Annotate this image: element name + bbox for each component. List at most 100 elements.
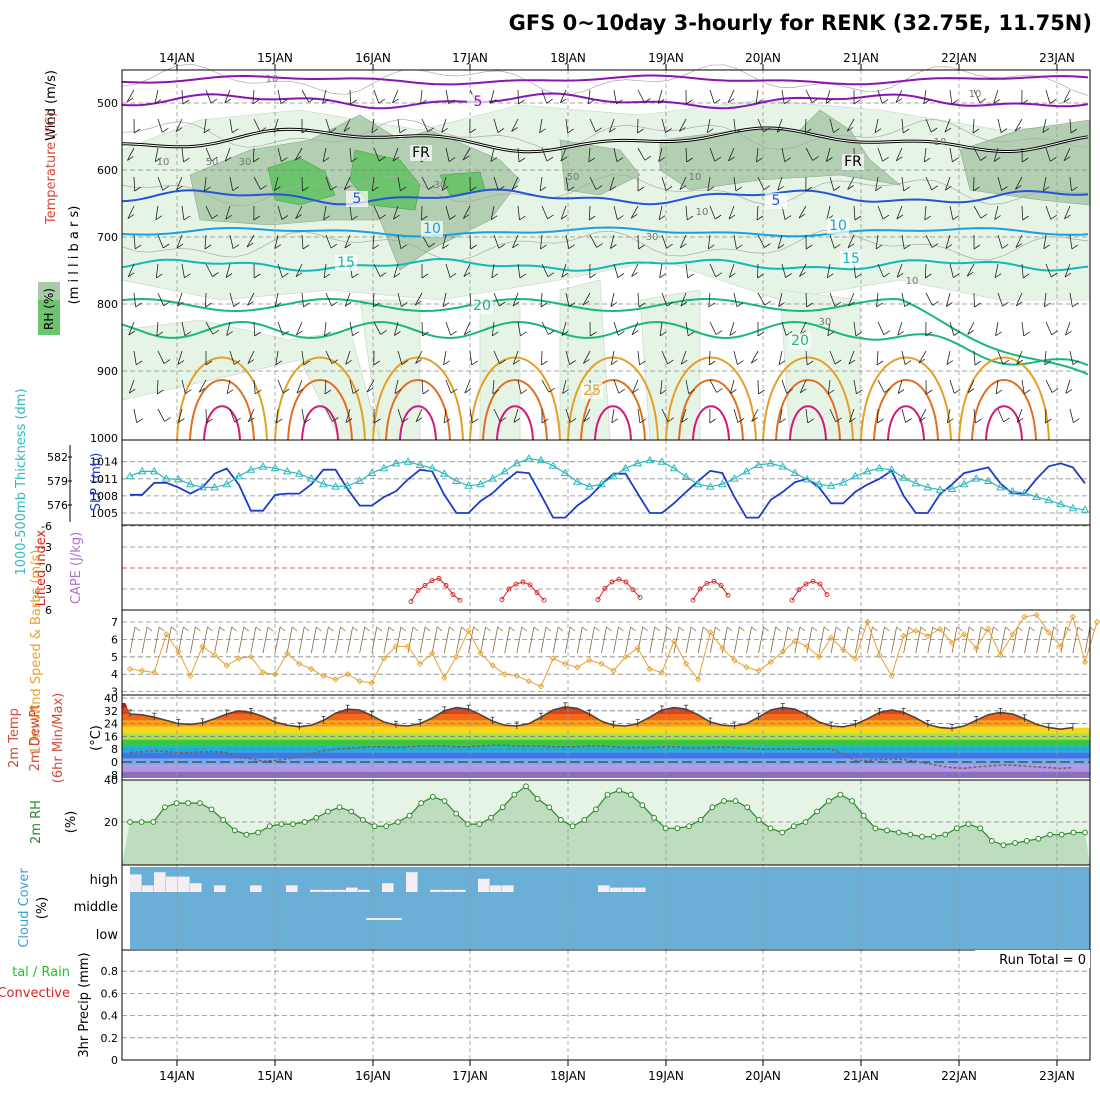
lifted-tick-label: 0 [45, 562, 52, 575]
wind-barb-shaft [848, 350, 855, 365]
wind-barb-flag [513, 418, 521, 423]
rh2m-point [290, 821, 296, 827]
rh2m-point [441, 798, 448, 804]
wind-barb-shaft [301, 89, 310, 103]
wind-barb-shaft [133, 292, 137, 307]
wind-barb-shaft [562, 379, 567, 394]
wind-barb-flag [1016, 417, 1024, 423]
thickness-point [560, 468, 570, 476]
surface-wind-barb [842, 626, 849, 654]
wind-barb-shaft [582, 292, 591, 306]
wind-speed-point [537, 683, 545, 690]
wind-barb-shaft [1015, 176, 1023, 190]
surface-wind-barb [443, 626, 450, 654]
wind-barb-flag [727, 98, 735, 104]
wind-barb-shaft [247, 350, 255, 364]
wind-barb-shaft [924, 263, 927, 279]
wind-speed-point [586, 657, 593, 664]
surface-wind-barb [576, 626, 583, 654]
wind-barb-shaft [540, 234, 543, 249]
wind-barb-shaft [349, 147, 352, 162]
wind-barb-flag [827, 273, 834, 279]
wind-barb-flag [301, 128, 309, 134]
wind-barb-shaft [273, 118, 279, 133]
wind-barb-shaft [875, 234, 879, 249]
wind-barb-flag [784, 157, 791, 163]
wind-barb-flag [134, 244, 142, 250]
wind-barb-shaft [157, 234, 164, 249]
wind-speed-point [1081, 658, 1089, 666]
wind-barb-flag [206, 418, 213, 424]
wind-barb-shaft [849, 408, 855, 423]
wind-barb-flag [903, 244, 911, 250]
wind-barb-shaft [1045, 147, 1051, 162]
wind-barb-shaft [154, 89, 159, 104]
wind-barb-shaft [127, 205, 135, 219]
wind-barb-shaft [1064, 263, 1071, 278]
wind-barb-shaft [709, 147, 716, 162]
wind-speed-point [924, 632, 931, 640]
date-bottom-label: 15JAN [257, 1069, 293, 1083]
surface-wind-barb-flag [243, 626, 250, 632]
rh2m-point [208, 806, 215, 813]
wind-barb-flag [658, 157, 665, 162]
wind-barb-flag [253, 215, 261, 221]
wind-barb-shaft [493, 408, 501, 422]
wind-speed-point [707, 629, 714, 636]
lifted-index-axis-label: Lifted Index [34, 529, 49, 606]
rh2m-point [895, 829, 902, 836]
wind-barb-flag [127, 214, 135, 219]
lifted-index-point [623, 579, 629, 585]
date-top-label: 23JAN [1039, 51, 1075, 65]
wind-barb-shaft [757, 292, 766, 306]
wind-barb-flag [716, 388, 723, 393]
warm-dome-30 [482, 379, 548, 441]
wind-barb-flag [994, 215, 1001, 220]
wind-barb-flag [136, 418, 143, 424]
isotherm-label: 15 [337, 255, 355, 271]
wind-barb-shaft [325, 350, 333, 364]
wind-barb-shaft [372, 234, 375, 249]
surface-wind-barb [153, 626, 160, 654]
surface-wind-barb [891, 626, 897, 654]
rh2m-point [697, 817, 704, 823]
wind-barb-flag [874, 128, 882, 134]
surface-wind-barb [649, 626, 656, 654]
lifted-index-point [725, 592, 731, 598]
isotherm-line-cyan [121, 226, 1089, 238]
rh2m-point [336, 804, 343, 811]
wind-barb-flag [499, 359, 506, 365]
wind-barb-flag [324, 389, 332, 395]
thickness-point [705, 482, 715, 490]
wind-barb-shaft [128, 379, 135, 394]
wind-barb-flag [560, 214, 568, 220]
wind-speed-point [634, 644, 641, 652]
wind-barb-shaft [205, 321, 214, 335]
wind-barb-shaft [224, 89, 231, 104]
temp-axis-label-a: 2m Temp [7, 708, 22, 768]
surface-wind-barb-flag [606, 626, 612, 632]
surface-wind-barb-flag [980, 626, 987, 632]
wind-barb-flag [665, 128, 672, 133]
wind-barb-shaft [1063, 89, 1071, 103]
wind-barb-flag [450, 330, 457, 336]
wind-barb-shaft [324, 321, 327, 336]
wind-barb-shaft [733, 408, 739, 423]
surface-wind-barb-flag [678, 626, 685, 632]
surface-wind-barb-flag [400, 626, 407, 632]
wind-barb-flag [441, 186, 449, 191]
wind-speed-point [296, 660, 303, 667]
wind-barb-flag [779, 418, 786, 424]
wind-barb-flag [162, 185, 170, 191]
wind-barb-flag [973, 186, 980, 192]
wind-barb-flag [853, 99, 861, 105]
wind-barb-shaft [1015, 234, 1023, 248]
wind-barb-flag [835, 417, 842, 423]
surface-wind-barb [734, 626, 740, 654]
wind-barb-flag [1021, 99, 1029, 105]
surface-wind-barb-flag [328, 626, 334, 632]
surface-wind-barb-flag [1017, 626, 1023, 632]
wind-barb-shaft [565, 408, 571, 423]
labels-layer: 14JAN14JAN15JAN15JAN16JAN16JAN17JAN17JAN… [0, 51, 1086, 1083]
wind-barb-flag [332, 417, 339, 422]
